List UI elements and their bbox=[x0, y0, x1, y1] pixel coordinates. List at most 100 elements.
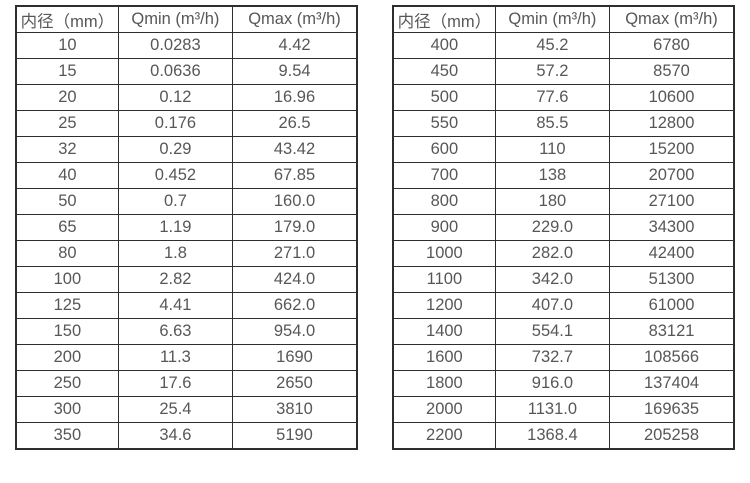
table-row: 250 17.6 2650 bbox=[15, 370, 358, 397]
table-row: 10 0.0283 4.42 bbox=[15, 32, 358, 59]
table-row: 2000 1131.0 169635 bbox=[392, 396, 735, 423]
cell-qmax: 43.42 bbox=[232, 136, 358, 163]
cell-qmin: 57.2 bbox=[494, 58, 611, 85]
cell-inner-diameter: 800 bbox=[392, 188, 496, 215]
cell-inner-diameter: 400 bbox=[392, 32, 496, 59]
cell-qmin: 1368.4 bbox=[494, 422, 611, 450]
cell-inner-diameter: 250 bbox=[15, 370, 119, 397]
flow-table-small-diameters: 内径（mm） Qmin (m³/h) Qmax (m³/h) 10 0.0283 4… bbox=[15, 5, 358, 450]
cell-qmin: 0.176 bbox=[117, 110, 234, 137]
cell-inner-diameter: 700 bbox=[392, 162, 496, 189]
cell-inner-diameter: 125 bbox=[15, 292, 119, 319]
cell-qmin: 0.0283 bbox=[117, 32, 234, 59]
cell-qmax: 20700 bbox=[609, 162, 735, 189]
cell-qmax: 4.42 bbox=[232, 32, 358, 59]
table-body: 10 0.0283 4.42 15 0.0636 9.54 20 0.12 16.96 25 0.1… bbox=[15, 32, 358, 450]
cell-qmin: 180 bbox=[494, 188, 611, 215]
header-qmax: Qmax (m³/h) bbox=[609, 5, 735, 33]
cell-qmin: 732.7 bbox=[494, 344, 611, 371]
cell-qmin: 11.3 bbox=[117, 344, 234, 371]
cell-qmax: 662.0 bbox=[232, 292, 358, 319]
flow-rate-tables-page: 内径（mm） Qmin (m³/h) Qmax (m³/h) 10 0.0283 4… bbox=[15, 5, 735, 450]
table-row: 550 85.5 12800 bbox=[392, 110, 735, 137]
table-row: 50 0.7 160.0 bbox=[15, 188, 358, 215]
cell-qmax: 1690 bbox=[232, 344, 358, 371]
cell-qmax: 16.96 bbox=[232, 84, 358, 111]
cell-qmin: 0.12 bbox=[117, 84, 234, 111]
table-row: 1100 342.0 51300 bbox=[392, 266, 735, 293]
cell-qmax: 160.0 bbox=[232, 188, 358, 215]
cell-qmin: 138 bbox=[494, 162, 611, 189]
cell-qmin: 0.7 bbox=[117, 188, 234, 215]
cell-inner-diameter: 300 bbox=[15, 396, 119, 423]
cell-inner-diameter: 10 bbox=[15, 32, 119, 59]
cell-inner-diameter: 1800 bbox=[392, 370, 496, 397]
cell-qmin: 0.452 bbox=[117, 162, 234, 189]
table-row: 700 138 20700 bbox=[392, 162, 735, 189]
cell-qmin: 4.41 bbox=[117, 292, 234, 319]
table-row: 125 4.41 662.0 bbox=[15, 292, 358, 319]
cell-qmin: 1.19 bbox=[117, 214, 234, 241]
cell-qmax: 424.0 bbox=[232, 266, 358, 293]
table-header-row: 内径（mm） Qmin (m³/h) Qmax (m³/h) bbox=[392, 5, 735, 33]
cell-qmax: 2650 bbox=[232, 370, 358, 397]
cell-inner-diameter: 40 bbox=[15, 162, 119, 189]
cell-qmax: 26.5 bbox=[232, 110, 358, 137]
cell-qmin: 45.2 bbox=[494, 32, 611, 59]
table-row: 350 34.6 5190 bbox=[15, 422, 358, 450]
cell-qmax: 83121 bbox=[609, 318, 735, 345]
cell-qmax: 6780 bbox=[609, 32, 735, 59]
cell-inner-diameter: 550 bbox=[392, 110, 496, 137]
table-row: 200 11.3 1690 bbox=[15, 344, 358, 371]
cell-inner-diameter: 200 bbox=[15, 344, 119, 371]
cell-qmin: 1131.0 bbox=[494, 396, 611, 423]
cell-inner-diameter: 1200 bbox=[392, 292, 496, 319]
cell-qmax: 8570 bbox=[609, 58, 735, 85]
cell-qmin: 0.29 bbox=[117, 136, 234, 163]
cell-qmax: 5190 bbox=[232, 422, 358, 450]
cell-qmin: 407.0 bbox=[494, 292, 611, 319]
cell-qmax: 137404 bbox=[609, 370, 735, 397]
table-row: 1600 732.7 108566 bbox=[392, 344, 735, 371]
cell-qmax: 51300 bbox=[609, 266, 735, 293]
table-row: 1200 407.0 61000 bbox=[392, 292, 735, 319]
table-row: 450 57.2 8570 bbox=[392, 58, 735, 85]
table-row: 500 77.6 10600 bbox=[392, 84, 735, 111]
header-qmin: Qmin (m³/h) bbox=[117, 5, 234, 33]
table-row: 600 110 15200 bbox=[392, 136, 735, 163]
table-row: 1000 282.0 42400 bbox=[392, 240, 735, 267]
cell-qmax: 27100 bbox=[609, 188, 735, 215]
cell-qmin: 17.6 bbox=[117, 370, 234, 397]
cell-qmax: 15200 bbox=[609, 136, 735, 163]
cell-qmin: 25.4 bbox=[117, 396, 234, 423]
cell-qmax: 3810 bbox=[232, 396, 358, 423]
cell-qmin: 554.1 bbox=[494, 318, 611, 345]
cell-qmax: 271.0 bbox=[232, 240, 358, 267]
cell-inner-diameter: 20 bbox=[15, 84, 119, 111]
cell-inner-diameter: 150 bbox=[15, 318, 119, 345]
cell-inner-diameter: 80 bbox=[15, 240, 119, 267]
table-row: 65 1.19 179.0 bbox=[15, 214, 358, 241]
cell-qmin: 2.82 bbox=[117, 266, 234, 293]
cell-qmin: 0.0636 bbox=[117, 58, 234, 85]
cell-qmax: 34300 bbox=[609, 214, 735, 241]
table-row: 100 2.82 424.0 bbox=[15, 266, 358, 293]
cell-inner-diameter: 32 bbox=[15, 136, 119, 163]
header-qmax: Qmax (m³/h) bbox=[232, 5, 358, 33]
cell-inner-diameter: 1400 bbox=[392, 318, 496, 345]
table-row: 80 1.8 271.0 bbox=[15, 240, 358, 267]
table-row: 2200 1368.4 205258 bbox=[392, 422, 735, 450]
header-qmin: Qmin (m³/h) bbox=[494, 5, 611, 33]
cell-qmin: 77.6 bbox=[494, 84, 611, 111]
table-row: 300 25.4 3810 bbox=[15, 396, 358, 423]
table-row: 150 6.63 954.0 bbox=[15, 318, 358, 345]
cell-qmin: 34.6 bbox=[117, 422, 234, 450]
cell-qmax: 205258 bbox=[609, 422, 735, 450]
table-row: 25 0.176 26.5 bbox=[15, 110, 358, 137]
table-row: 800 180 27100 bbox=[392, 188, 735, 215]
flow-table-large-diameters: 内径（mm） Qmin (m³/h) Qmax (m³/h) 400 45.2 67… bbox=[392, 5, 735, 450]
cell-qmin: 342.0 bbox=[494, 266, 611, 293]
cell-inner-diameter: 350 bbox=[15, 422, 119, 450]
cell-inner-diameter: 25 bbox=[15, 110, 119, 137]
cell-qmin: 282.0 bbox=[494, 240, 611, 267]
